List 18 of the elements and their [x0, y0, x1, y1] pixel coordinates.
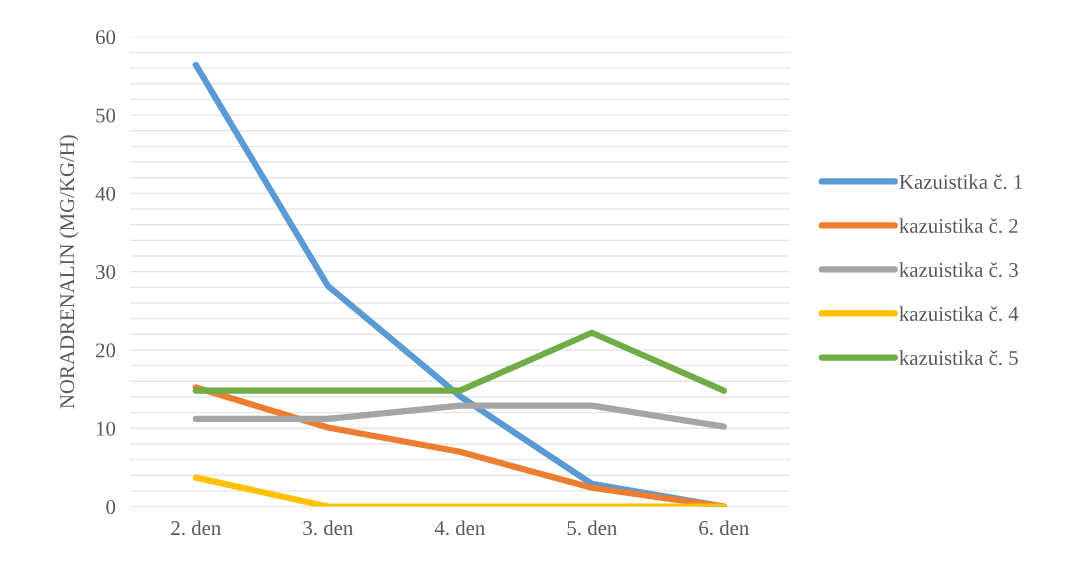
x-tick-label: 6. den — [699, 520, 749, 536]
x-tick-label: 4. den — [434, 520, 485, 536]
legend-label: kazuistika č. 3 — [899, 262, 1018, 278]
x-tick-label: 3. den — [303, 520, 353, 536]
legend-label: kazuistika č. 2 — [899, 218, 1018, 234]
y-tick-label: 50 — [96, 108, 116, 123]
x-tick-label: 5. den — [567, 520, 617, 536]
y-tick-label: 30 — [96, 265, 116, 280]
legend-label: kazuistika č. 5 — [899, 350, 1018, 366]
x-tick-label: 2. den — [171, 520, 221, 536]
y-axis-title: NORADRENALIN (MG/KG/H) — [59, 135, 79, 409]
y-tick-label: 60 — [96, 30, 116, 45]
legend-label: kazuistika č. 4 — [899, 306, 1019, 322]
y-tick-label: 20 — [96, 343, 116, 358]
y-tick-label: 0 — [106, 499, 116, 514]
legend-label: Kazuistika č. 1 — [899, 174, 1023, 190]
y-tick-label: 10 — [96, 421, 116, 436]
y-tick-label: 40 — [95, 186, 116, 201]
